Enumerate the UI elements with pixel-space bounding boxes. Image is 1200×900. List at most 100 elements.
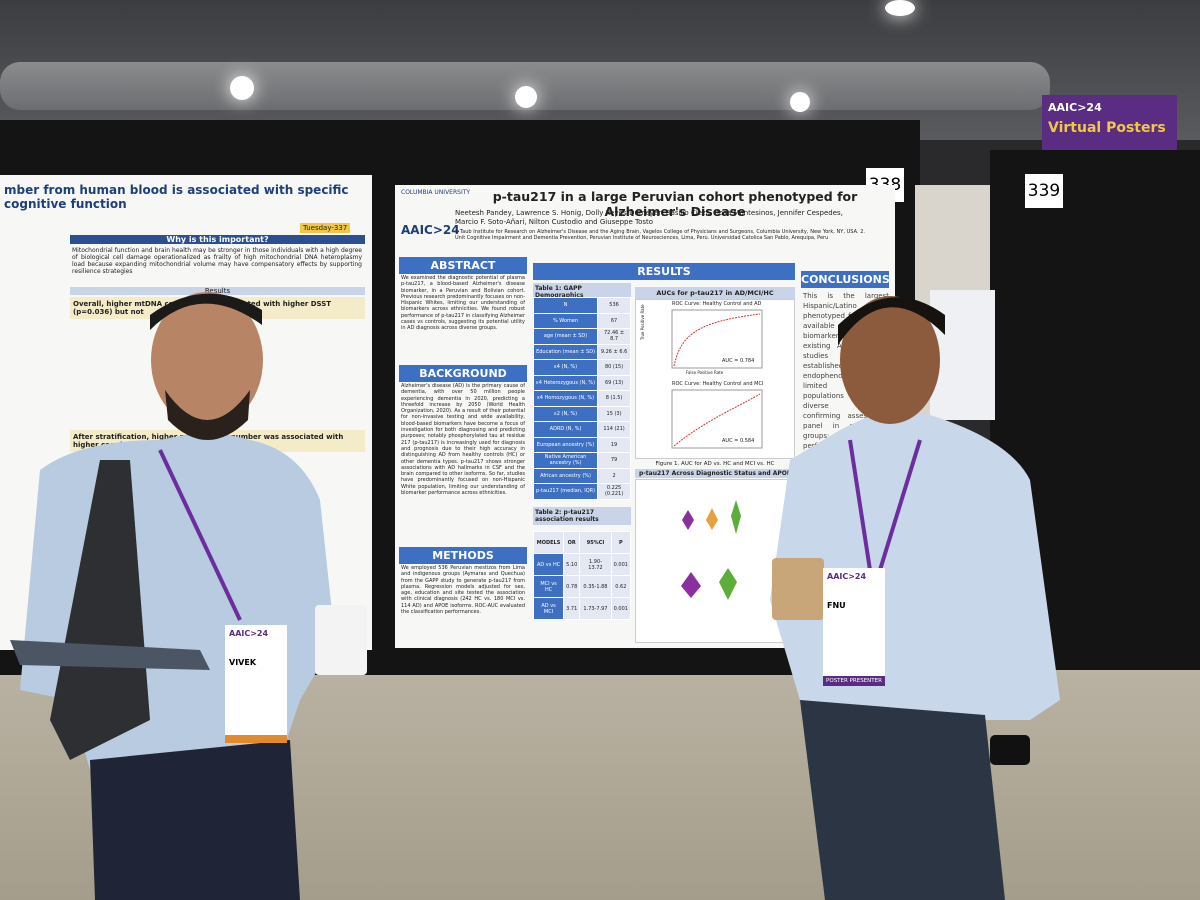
roc-curve (673, 393, 761, 447)
section-heading: ABSTRACT (399, 257, 527, 274)
roc-curve (673, 313, 761, 367)
poster: COLUMBIA UNIVERSITY AAIC>24 p-tau217 in … (395, 185, 895, 648)
badge: AAIC>24 FNU POSTER PRESENTER (823, 568, 885, 686)
table-row: MCI vs HC 0.78 0.35-1.88 0.62 (532, 575, 632, 598)
table-row: % Women 67 (532, 312, 631, 329)
table-cell: European ancestry (%) (532, 436, 599, 453)
roc-auc: AUC = 0.584 (722, 438, 755, 444)
table-row: European ancestry (%) 19 (532, 436, 631, 453)
light (515, 86, 537, 108)
board-number: 339 (1025, 174, 1063, 208)
table-row: African ancestry (%) 2 (532, 467, 631, 484)
light (790, 92, 810, 112)
table-cell: 69 (13) (597, 374, 631, 391)
table-cell: 3.71 (563, 597, 581, 620)
conference: AAIC>24 (401, 223, 460, 237)
poster-title: p-tau217 in a large Peruvian cohort phen… (492, 189, 858, 219)
left-poster-tag: Tuesday-337 (300, 223, 351, 233)
badge-name: FNU (827, 601, 846, 610)
hair (150, 293, 262, 330)
table-cell: 19 (597, 436, 631, 453)
table-cell: 5.10 (563, 553, 581, 576)
folder (10, 640, 210, 670)
roc-auc: AUC = 0.784 (722, 358, 755, 364)
demographics-table: N 536% Women 67 age (mean ± SD) 72.46 ± 8.7 E… (532, 297, 631, 500)
badge: AAIC>24 VIVEK (225, 625, 287, 743)
head (151, 292, 263, 428)
light (885, 0, 915, 16)
sign-brand: AAIC>24 (1048, 101, 1102, 114)
table-cell: ε4 Homozygous (N, %) (532, 390, 599, 407)
table-row: ε4 Heterozygous (N, %) 69 (13) (532, 374, 631, 391)
violin-figure (635, 479, 795, 643)
head (840, 296, 940, 424)
table-cell: age (mean ± SD) (532, 328, 599, 345)
roc-title: ROC Curve: Healthy Control and MCI (672, 381, 764, 387)
table-cell: 0.001 (610, 553, 632, 576)
table-cell: ε4 Heterozygous (N, %) (532, 374, 599, 391)
axis-label: False Positive Rate (686, 370, 724, 375)
table-cell: 0.62 (610, 575, 632, 598)
table-cell: 0.35-1.88 (579, 575, 612, 598)
violin (682, 510, 694, 530)
methods: We employed 536 Peruvian mestizos from L… (401, 565, 525, 616)
table-cell: 0.225 (0.221) (597, 483, 631, 500)
lanyard (848, 439, 872, 571)
table-cell: 0.78 (563, 575, 581, 598)
table-cell: Native American ancestry (%) (532, 452, 599, 469)
watch (990, 735, 1030, 765)
left-results: Results (70, 287, 365, 295)
badge-role: POSTER PRESENTER (823, 676, 885, 686)
affiliation: 1 Taub Institute for Research on Alzheim… (455, 229, 865, 242)
trousers (800, 700, 1005, 900)
figure: ROC Curve: Healthy Control and AD AUC = … (635, 299, 795, 459)
badge-brand: AAIC>24 (827, 572, 867, 581)
table-cell: 114 (21) (597, 421, 631, 438)
violin (719, 568, 737, 600)
background: Alzheimer's disease (AD) is the primary … (401, 383, 525, 497)
roc-title: ROC Curve: Healthy Control and AD (672, 301, 762, 307)
table-row: p-tau217 (median, IQR) 0.225 (0.221) (532, 483, 631, 500)
roc-frame (671, 389, 763, 449)
lanyard (158, 449, 242, 621)
table-row: ε4 Homozygous (N, %) 8 (1.5) (532, 390, 631, 407)
section-heading: CONCLUSIONS (801, 271, 890, 288)
table-row: ADRD (N, %) 114 (21) (532, 421, 631, 438)
sign: AAIC>24 Virtual Posters (1042, 95, 1177, 152)
table-cell: % Women (532, 312, 599, 329)
table-cell: 9.26 ± 6.6 (597, 343, 631, 360)
light (230, 76, 254, 100)
table-cell: 80 (15) (597, 359, 631, 376)
cup (772, 558, 824, 620)
distant-poster (930, 290, 995, 420)
left-text: Mitochondrial function and brain health … (72, 247, 362, 275)
abstract: We examined the diagnostic potential of … (401, 275, 525, 332)
violin (681, 572, 701, 598)
violin (731, 500, 741, 534)
beard (165, 390, 250, 440)
association-table: MODELS OR 95%CI P AD vs HC 5.10 1.90-13.72 0.00… (532, 531, 632, 620)
hair (838, 297, 945, 345)
violin-plots (681, 500, 741, 600)
figure-title: AUCs for p-tau217 in AD/MCI/HC (635, 287, 795, 299)
left-poster-title: mber from human blood is associated with… (4, 183, 349, 211)
roc-plots (671, 309, 763, 449)
figure-title: p-tau217 Across Diagnostic Status and AP… (635, 469, 795, 478)
roc-frame (671, 309, 763, 369)
section-heading: RESULTS (533, 263, 795, 280)
table-title: Table 1: GAPP Demographics (533, 283, 631, 301)
section-heading: BACKGROUND (399, 365, 527, 382)
table: MODELS OR 95%CI P AD vs HC 5.10 1.90-13.72 0.00… (532, 531, 632, 620)
table-row: N 536 (532, 297, 631, 314)
table-cell: 0.001 (610, 597, 632, 620)
table-cell: 1.90-13.72 (579, 553, 612, 576)
violin (706, 508, 718, 530)
table: N 536% Women 67 age (mean ± SD) 72.46 ± 8.7 E… (532, 297, 631, 500)
cup (315, 605, 367, 675)
table-title: Table 2: p-tau217 association results (533, 507, 631, 525)
backpack (50, 460, 150, 760)
authors: Neetesh Pandey, Lawrence S. Honig, Dolly… (455, 209, 843, 226)
section-heading: METHODS (399, 547, 527, 564)
table-row: AD vs MCI 3.71 1.73-7.97 0.001 (532, 597, 632, 620)
